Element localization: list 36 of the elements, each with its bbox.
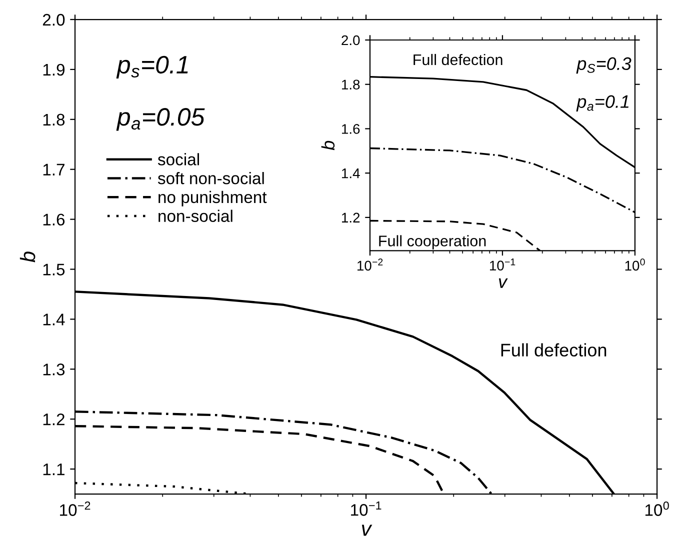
x-tick-label: 10$^{−2}$ [358, 258, 383, 271]
x-tick-label: 10$^{−1}$ [490, 258, 516, 271]
y-tick-label: 1.8 [342, 80, 360, 90]
annotation: p$_{S}$=0.3 [576, 57, 632, 74]
y-tick-label: 1.6 [342, 124, 360, 134]
x-axis-title: v [498, 278, 508, 288]
annotation: Full defection [501, 343, 606, 357]
x-tick-label: 10$^{0}$ [645, 501, 669, 516]
y-tick-label: 2.0 [342, 35, 360, 46]
y-tick-label: 1.7 [43, 164, 64, 176]
annotation: p$_{a}$=0.05 [116, 108, 205, 131]
y-tick-label: 1.4 [43, 314, 65, 326]
y-tick-label: 2.0 [42, 14, 65, 26]
y-tick-label: 1.2 [342, 212, 360, 222]
y-tick-label: 1.4 [342, 168, 360, 178]
y-tick-label: 1.2 [43, 414, 64, 426]
annotation: p$_{s}$=0.1 [116, 56, 188, 79]
annotation: Full defection [414, 54, 502, 66]
annotation: p$_{a}$=0.1 [576, 95, 628, 112]
y-tick-label: 1.5 [43, 264, 65, 276]
y-axis-title: b [321, 140, 335, 150]
y-tick-label: 1.9 [43, 64, 64, 76]
annotation: Full cooperation [379, 235, 486, 250]
x-tick-label: 10$^{0}$ [625, 258, 645, 271]
legend-label: non-social [158, 210, 232, 222]
legend-label: social [158, 153, 199, 166]
y-tick-label: 1.1 [43, 464, 64, 476]
x-tick-label: 10$^{−2}$ [60, 501, 90, 516]
x-tick-label: 10$^{−1}$ [351, 501, 382, 516]
legend-label: no punishment [158, 190, 267, 206]
y-tick-label: 1.3 [43, 364, 65, 376]
legend-label: soft non-social [158, 172, 264, 184]
x-axis-title: v [362, 524, 372, 536]
y-axis-title: b [20, 252, 36, 262]
y-tick-label: 1.6 [43, 214, 65, 226]
y-tick-label: 1.8 [43, 114, 65, 126]
